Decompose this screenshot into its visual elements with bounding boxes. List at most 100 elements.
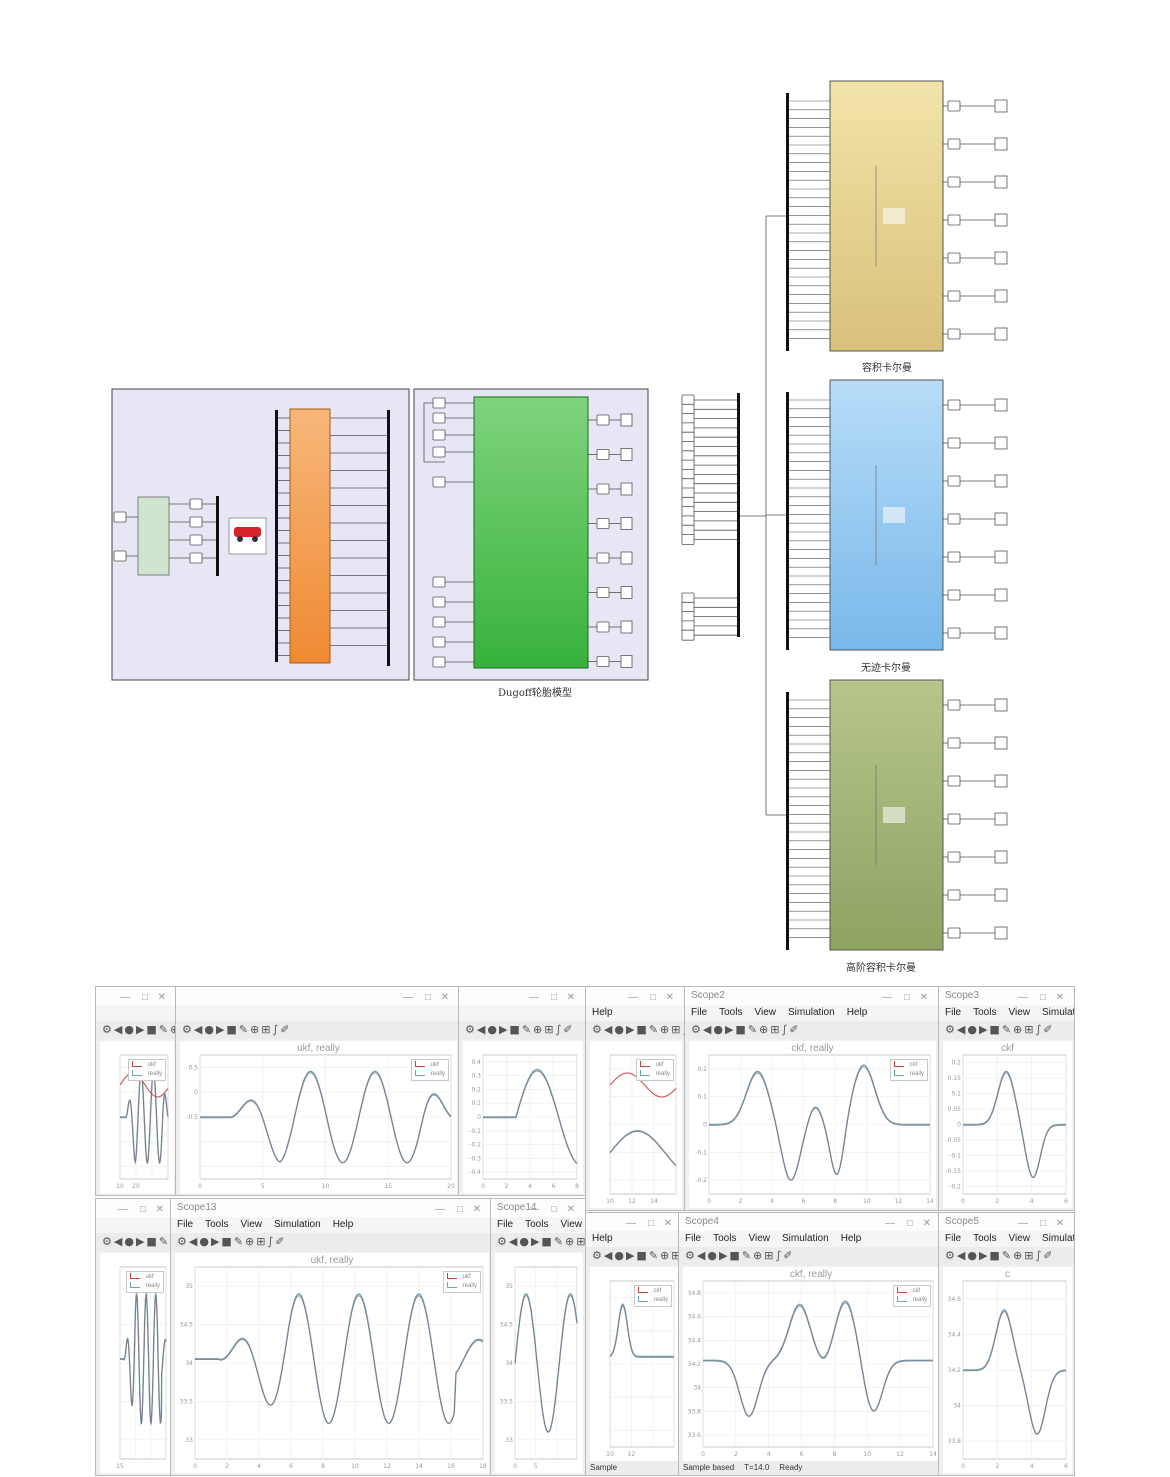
settings-icon[interactable]: ⚙ bbox=[945, 1249, 957, 1262]
scope-titlebar[interactable]: Scope13 — □ ✕ bbox=[171, 1199, 491, 1217]
step-forward-icon[interactable]: ▶ bbox=[718, 1249, 730, 1262]
zoom-icon[interactable]: ⊕ bbox=[245, 1235, 257, 1248]
minimize-icon[interactable]: — bbox=[403, 992, 413, 1003]
settings-icon[interactable]: ⚙ bbox=[685, 1249, 697, 1262]
close-icon[interactable]: ✕ bbox=[157, 992, 166, 1003]
minimize-icon[interactable]: — bbox=[628, 992, 638, 1003]
settings-icon[interactable]: ⚙ bbox=[592, 1023, 604, 1036]
scope-titlebar[interactable]: — □ ✕ bbox=[96, 987, 176, 1005]
step-back-icon[interactable]: ◀ bbox=[476, 1023, 488, 1036]
scope-titlebar[interactable]: — □ ✕ bbox=[586, 987, 684, 1005]
zoom-icon[interactable]: ⊕ bbox=[1013, 1249, 1025, 1262]
plot-legend[interactable]: ckf really bbox=[892, 1285, 931, 1307]
menu-item[interactable]: Simulation bbox=[273, 1219, 321, 1230]
edit-icon[interactable]: ✐ bbox=[275, 1235, 287, 1248]
scope-titlebar[interactable]: Scope5 — □ ✕ bbox=[939, 1213, 1074, 1231]
menu-item[interactable]: View bbox=[560, 1219, 582, 1230]
fit-icon[interactable]: ⊞ bbox=[261, 1023, 273, 1036]
maximize-icon[interactable]: □ bbox=[456, 1204, 463, 1215]
plot-legend[interactable]: ukf really bbox=[125, 1271, 164, 1293]
scope-plot-area[interactable]: ukf, really 0.5 0 -0.5 0 5 10 15 20 ukf really bbox=[180, 1041, 457, 1193]
step-forward-icon[interactable]: ▶ bbox=[498, 1023, 510, 1036]
menu-item[interactable]: Tools bbox=[719, 1007, 743, 1018]
scope-titlebar[interactable]: Scope3 — □ ✕ bbox=[939, 987, 1074, 1005]
zoom-icon[interactable]: ⊕ bbox=[533, 1023, 545, 1036]
menu-item[interactable]: Help bbox=[332, 1219, 354, 1230]
edit-icon[interactable]: ✐ bbox=[783, 1249, 795, 1262]
stop-icon[interactable]: ■ bbox=[221, 1235, 234, 1248]
highlight-icon[interactable]: ✎ bbox=[1001, 1023, 1014, 1036]
menu-item[interactable]: Tools bbox=[205, 1219, 229, 1230]
scope-titlebar[interactable]: Scope14— □ ✕ bbox=[491, 1199, 585, 1217]
scope-plot-area[interactable]: 10 12 ckf really bbox=[590, 1267, 680, 1461]
zoom-icon[interactable]: ⊕ bbox=[565, 1235, 577, 1248]
close-icon[interactable]: ✕ bbox=[472, 1204, 481, 1215]
menu-item[interactable]: View bbox=[748, 1233, 770, 1244]
highlight-icon[interactable]: ✎ bbox=[158, 1023, 171, 1036]
menu-item[interactable]: File bbox=[945, 1007, 962, 1018]
minimize-icon[interactable]: — bbox=[529, 1204, 539, 1215]
scope-plot-area[interactable]: 10 12 14 ukf really bbox=[590, 1041, 682, 1208]
menu-item[interactable]: File bbox=[177, 1219, 194, 1230]
run-icon[interactable]: ● bbox=[204, 1023, 216, 1036]
signal-icon[interactable]: ∫ bbox=[272, 1023, 281, 1036]
menu-item[interactable]: Help bbox=[592, 1007, 613, 1018]
plot-legend[interactable]: ckf really bbox=[889, 1059, 928, 1081]
settings-icon[interactable]: ⚙ bbox=[592, 1249, 604, 1262]
maximize-icon[interactable]: □ bbox=[906, 1218, 913, 1229]
menu-item[interactable]: Tools bbox=[973, 1233, 997, 1244]
signal-icon[interactable]: ∫ bbox=[781, 1023, 790, 1036]
scope-plot-area[interactable]: c 34.6 34.4 34.2 34 33.8 0 2 4 6 bbox=[943, 1267, 1072, 1473]
close-icon[interactable]: ✕ bbox=[922, 1218, 931, 1229]
minimize-icon[interactable]: — bbox=[435, 1204, 445, 1215]
scope-window[interactable]: Scope4 — □ ✕ File Tools View Simulation Help ⚙◀●▶… bbox=[678, 1212, 942, 1476]
plot-legend[interactable]: ukf really bbox=[442, 1271, 481, 1293]
step-back-icon[interactable]: ◀ bbox=[956, 1023, 968, 1036]
stop-icon[interactable]: ■ bbox=[146, 1235, 159, 1248]
settings-icon[interactable]: ⚙ bbox=[177, 1235, 189, 1248]
zoom-icon[interactable]: ⊕ bbox=[170, 1023, 176, 1036]
step-forward-icon[interactable]: ▶ bbox=[625, 1023, 637, 1036]
edit-icon[interactable]: ✐ bbox=[1043, 1023, 1055, 1036]
run-icon[interactable]: ● bbox=[124, 1235, 136, 1248]
fit-icon[interactable]: ⊞ bbox=[764, 1249, 776, 1262]
maximize-icon[interactable]: □ bbox=[139, 1204, 146, 1215]
maximize-icon[interactable]: □ bbox=[649, 992, 656, 1003]
run-icon[interactable]: ● bbox=[707, 1249, 719, 1262]
menu-item[interactable]: Simulation bbox=[1041, 1233, 1075, 1244]
step-forward-icon[interactable]: ▶ bbox=[135, 1023, 147, 1036]
maximize-icon[interactable]: □ bbox=[424, 992, 431, 1003]
scope-plot-area[interactable]: ckf, really 0.2 0.1 0 -0.1 -0.2 0 2 4 6 8 10 12 14 ckf… bbox=[689, 1041, 936, 1208]
scope-window[interactable]: — □ ✕ ⚙◀●▶■✎⊕⊞∫✐ 15 ukf really bbox=[95, 1198, 175, 1476]
menu-item[interactable]: Tools bbox=[525, 1219, 549, 1230]
signal-icon[interactable]: ∫ bbox=[775, 1249, 784, 1262]
step-back-icon[interactable]: ◀ bbox=[603, 1249, 615, 1262]
step-back-icon[interactable]: ◀ bbox=[696, 1249, 708, 1262]
step-forward-icon[interactable]: ▶ bbox=[724, 1023, 736, 1036]
minimize-icon[interactable]: — bbox=[882, 992, 892, 1003]
settings-icon[interactable]: ⚙ bbox=[945, 1023, 957, 1036]
scope-window[interactable]: Scope5 — □ ✕ File Tools View Simulation ⚙◀●▶■✎⊕⊞… bbox=[938, 1212, 1075, 1476]
maximize-icon[interactable]: □ bbox=[903, 992, 910, 1003]
edit-icon[interactable]: ✐ bbox=[789, 1023, 801, 1036]
scope-window[interactable]: Scope2 — □ ✕ File Tools View Simulation Help ⚙◀●▶… bbox=[684, 986, 939, 1211]
scope-titlebar[interactable]: — □ ✕ bbox=[176, 987, 459, 1005]
scope-window[interactable]: Scope13 — □ ✕ File Tools View Simulation Help ⚙◀●… bbox=[170, 1198, 492, 1476]
zoom-icon[interactable]: ⊕ bbox=[1013, 1023, 1025, 1036]
fit-icon[interactable]: ⊞ bbox=[1024, 1249, 1036, 1262]
scope-plot-area[interactable]: 0.4 0.3 0.2 0.1 0 -0.1 -0.2 -0.3 -0.4 0 2 4 6 8 bbox=[463, 1041, 583, 1193]
maximize-icon[interactable]: □ bbox=[550, 1204, 557, 1215]
step-back-icon[interactable]: ◀ bbox=[508, 1235, 520, 1248]
close-icon[interactable]: ✕ bbox=[440, 992, 449, 1003]
maximize-icon[interactable]: □ bbox=[550, 992, 557, 1003]
maximize-icon[interactable]: □ bbox=[647, 1218, 654, 1229]
stop-icon[interactable]: ■ bbox=[735, 1023, 748, 1036]
fit-icon[interactable]: ⊞ bbox=[544, 1023, 556, 1036]
signal-icon[interactable]: ∫ bbox=[682, 1023, 684, 1036]
step-forward-icon[interactable]: ▶ bbox=[625, 1249, 637, 1262]
step-forward-icon[interactable]: ▶ bbox=[530, 1235, 542, 1248]
highlight-icon[interactable]: ✎ bbox=[648, 1023, 661, 1036]
run-icon[interactable]: ● bbox=[487, 1023, 499, 1036]
settings-icon[interactable]: ⚙ bbox=[465, 1023, 477, 1036]
close-icon[interactable]: ✕ bbox=[663, 1218, 672, 1229]
